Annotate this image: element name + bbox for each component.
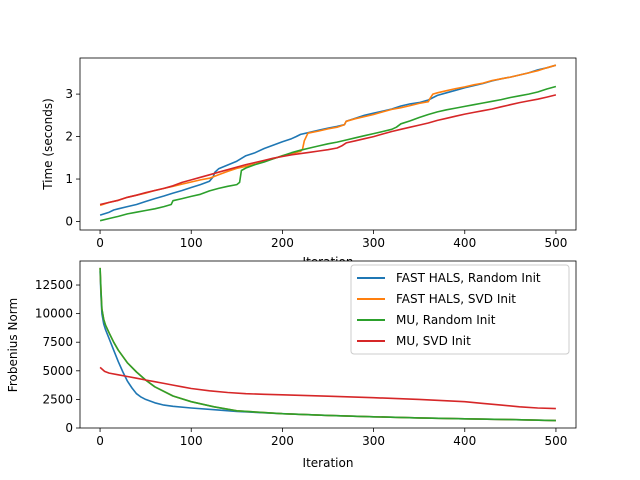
- time-series-fast-hals-svd-init-line: [99, 64, 557, 207]
- norm-y-tick-label: 12500: [35, 278, 73, 292]
- legend-items: FAST HALS, Random Init FAST HALS, SVD Ini…: [357, 271, 541, 348]
- legend-box: [350, 264, 570, 355]
- time-y-tick-label: 0: [65, 215, 73, 229]
- time-x-tick-label: 200: [271, 236, 294, 250]
- time-x-tick-label: 500: [544, 236, 567, 250]
- norm-x-tick-label: 200: [271, 434, 294, 448]
- norm-y-tick-label: 10000: [35, 307, 73, 321]
- time-series-layer: [99, 64, 557, 222]
- norm-y-tick-label: 2500: [42, 392, 73, 406]
- time-x-tick-label: 400: [453, 236, 476, 250]
- norm-subplot: 0 100 200 300 400 50002500500075001000012500 …: [6, 260, 577, 470]
- norm-x-tick-label: 0: [96, 434, 104, 448]
- legend-label-mu-random-init: MU, Random Init: [396, 313, 496, 327]
- legend-label-mu-svd-init: MU, SVD Init: [396, 334, 471, 348]
- time-y-tick-label: 3: [65, 87, 73, 101]
- time-x-tick-label: 100: [180, 236, 203, 250]
- norm-plot-frame: [79, 260, 577, 429]
- norm-y-tick-label: 0: [65, 421, 73, 435]
- norm-y-tick-label: 7500: [42, 335, 73, 349]
- norm-x-tick-label: 100: [180, 434, 203, 448]
- norm-series-layer: [99, 267, 556, 422]
- legend-label-fast-hals-random-init: FAST HALS, Random Init: [396, 271, 541, 285]
- time-y-axis-label: Time (seconds): [41, 98, 55, 191]
- norm-x-tick-label: 400: [453, 434, 476, 448]
- norm-x-tick-label: 300: [362, 434, 385, 448]
- time-tick-layer: 0 100 200 300 400 500 0 1 2 3: [65, 87, 567, 250]
- time-y-tick-label: 2: [65, 130, 73, 144]
- norm-series-mu-random-init-line: [99, 267, 556, 422]
- time-y-tick-label: 1: [65, 172, 73, 186]
- time-x-tick-label: 300: [362, 236, 385, 250]
- time-plot-frame: [79, 57, 577, 231]
- norm-y-axis-label: Frobenius Norm: [6, 298, 20, 392]
- legend-label-fast-hals-svd-init: FAST HALS, SVD Init: [396, 292, 516, 306]
- norm-y-tick-label: 5000: [42, 364, 73, 378]
- norm-x-tick-label: 500: [544, 434, 567, 448]
- time-series-mu-svd-init-line: [99, 94, 557, 206]
- time-x-tick-label: 0: [96, 236, 104, 250]
- legend: FAST HALS, Random Init FAST HALS, SVD Ini…: [350, 264, 570, 355]
- norm-series-mu-svd-init-line: [99, 366, 556, 410]
- norm-x-axis-label: Iteration: [303, 456, 354, 470]
- time-series-mu-random-init-line: [99, 85, 557, 222]
